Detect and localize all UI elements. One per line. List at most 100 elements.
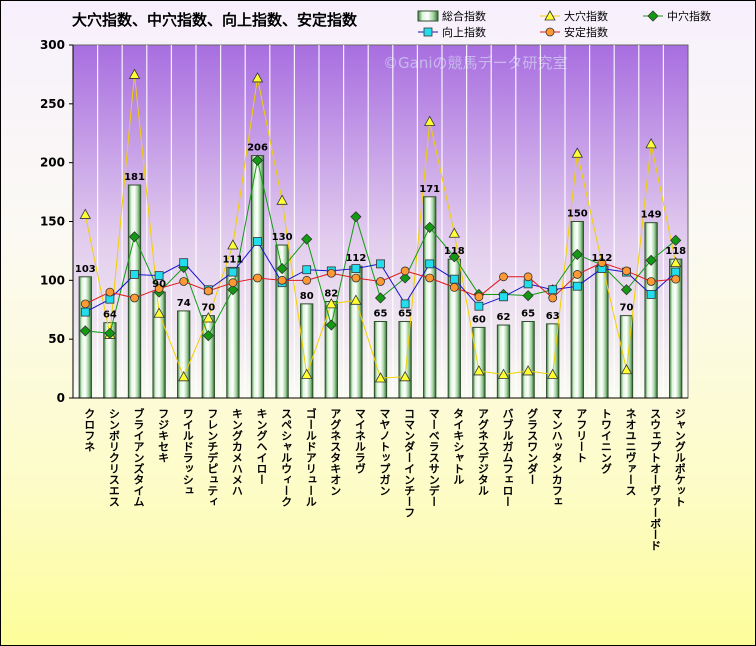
point-antei — [523, 272, 533, 282]
point-chuana — [251, 154, 264, 166]
point-oana — [350, 294, 362, 305]
bar — [300, 303, 314, 399]
point-antei — [179, 277, 189, 286]
data-label: 206 — [247, 143, 268, 154]
legend-label: 中穴指数 — [667, 9, 711, 23]
data-label: 65 — [521, 309, 535, 320]
point-antei — [548, 293, 558, 303]
y-tick-label: 300 — [40, 38, 65, 52]
point-antei — [326, 268, 336, 278]
point-kojo — [130, 270, 139, 279]
legend-marker — [423, 27, 433, 37]
category-label: フレンチデピュティ — [206, 408, 219, 507]
category-label: タイキシャトル — [452, 408, 465, 485]
legend-label: 総合指数 — [442, 9, 486, 23]
point-oana — [202, 312, 214, 323]
data-label: 65 — [374, 309, 388, 320]
point-kojo — [253, 237, 262, 246]
point-antei — [351, 273, 361, 283]
point-kojo — [646, 290, 656, 299]
category-label: フジキセキ — [157, 408, 170, 463]
point-chuana — [202, 330, 214, 342]
point-kojo — [499, 292, 508, 302]
point-oana — [276, 194, 288, 205]
point-oana — [670, 256, 682, 268]
bar — [177, 310, 191, 399]
bar — [127, 184, 142, 399]
category-label: マヤノトップガン — [378, 408, 391, 496]
point-chuana — [399, 272, 411, 284]
point-oana — [79, 208, 91, 219]
point-oana — [153, 307, 165, 318]
data-label: 63 — [546, 311, 560, 322]
point-antei — [646, 277, 656, 286]
bar — [78, 276, 92, 399]
point-antei — [105, 287, 115, 297]
point-chuana — [424, 221, 436, 233]
category-label: キングヘイロー — [255, 408, 268, 485]
category-label: アグネスタキオン — [329, 408, 342, 496]
point-oana — [128, 68, 141, 79]
point-antei — [154, 284, 164, 293]
legend-swatch — [417, 10, 439, 22]
data-label: 82 — [324, 289, 338, 300]
bar — [521, 321, 535, 399]
y-tick-label: 150 — [40, 215, 65, 229]
data-label: 90 — [152, 279, 166, 290]
point-antei — [376, 277, 385, 286]
point-kojo — [425, 259, 435, 269]
data-label: 74 — [177, 298, 191, 309]
point-chuana — [227, 284, 239, 296]
point-chuana — [670, 234, 682, 246]
point-antei — [499, 272, 508, 282]
point-chuana — [350, 211, 362, 223]
data-label: 150 — [567, 209, 588, 220]
category-label: ネオユニヴァース — [624, 408, 637, 496]
category-label: シンボリクリスエス — [107, 408, 120, 507]
point-oana — [473, 365, 485, 376]
category-label: アグネスデジタル — [476, 408, 489, 496]
point-chuana — [448, 251, 460, 263]
point-chuana — [128, 231, 141, 243]
category-label: ブライアンズタイム — [132, 407, 145, 507]
point-chuana — [522, 290, 534, 302]
data-label: 181 — [124, 172, 145, 183]
point-antei — [671, 274, 681, 284]
point-oana — [178, 370, 190, 382]
legend-marker — [647, 10, 659, 22]
category-label: トワイニング — [599, 408, 612, 474]
category-label: アフリート — [575, 408, 588, 463]
category-label: コマンダーインチーフ — [403, 408, 416, 518]
data-label: 171 — [419, 184, 440, 195]
bar — [570, 221, 584, 399]
chart-title: 大穴指数、中穴指数、向上指数、安定指数 — [72, 11, 358, 29]
data-label: 80 — [300, 291, 314, 302]
data-label: 111 — [222, 254, 243, 265]
category-label: キングカメハメハ — [230, 408, 243, 496]
point-antei — [277, 275, 287, 285]
point-antei — [253, 273, 262, 283]
point-kojo — [449, 274, 459, 284]
point-oana — [547, 368, 559, 379]
point-kojo — [572, 281, 582, 291]
data-label: 118 — [665, 246, 686, 257]
point-oana — [424, 115, 436, 126]
point-antei — [425, 273, 435, 283]
y-tick-label: 200 — [40, 156, 65, 170]
legend-label: 向上指数 — [442, 25, 486, 39]
point-kojo — [302, 265, 312, 275]
data-label: 112 — [345, 253, 366, 264]
point-chuana — [571, 248, 583, 261]
bar — [472, 326, 486, 399]
data-label: 70 — [201, 303, 215, 314]
point-chuana — [301, 233, 313, 245]
bar — [373, 321, 388, 399]
point-oana — [571, 147, 583, 158]
point-kojo — [376, 259, 385, 269]
data-label: 62 — [497, 312, 511, 323]
category-label: スウェプトオーヴァーボード — [649, 408, 662, 551]
point-chuana — [620, 284, 633, 296]
category-label: マーベラスサンデー — [427, 408, 440, 507]
